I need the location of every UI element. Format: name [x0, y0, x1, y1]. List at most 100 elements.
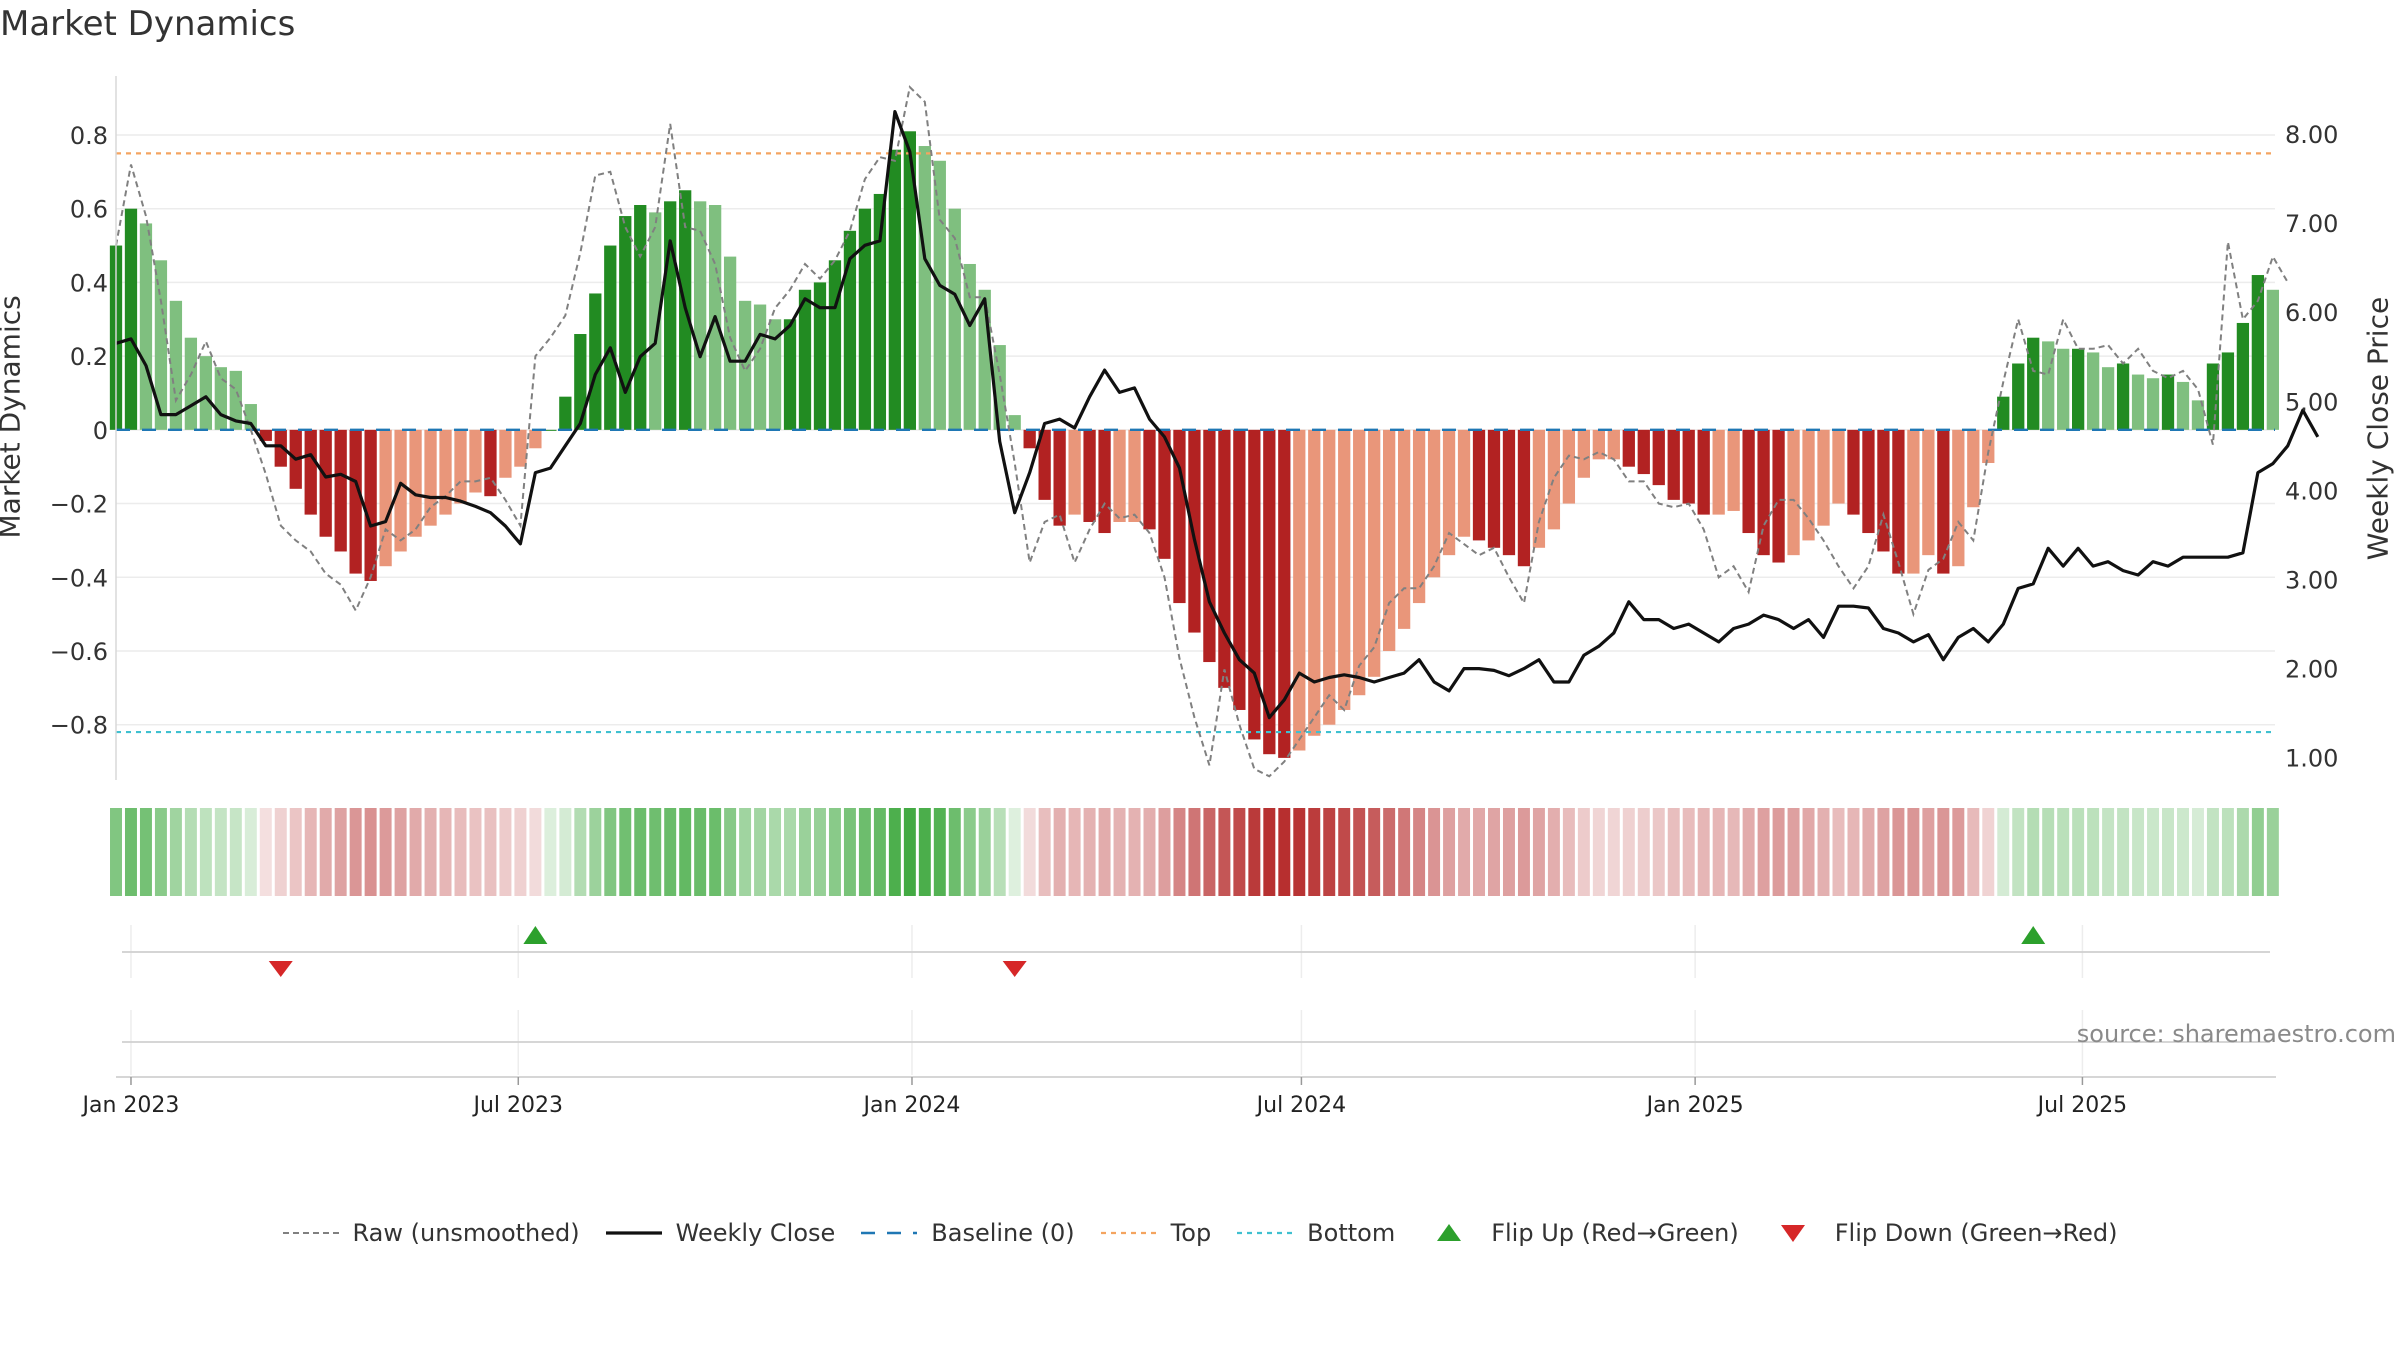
flip-down-marker	[268, 961, 293, 977]
trend-strip-cell	[1697, 808, 1710, 896]
dynamics-bar	[1547, 429, 1561, 530]
dynamics-bar	[1412, 429, 1426, 604]
trend-strip-cell	[963, 808, 976, 896]
dynamics-bar	[2042, 341, 2055, 430]
trend-strip-cell	[394, 808, 407, 896]
trend-strip-cell	[1443, 808, 1456, 896]
dynamics-bar	[169, 300, 183, 430]
trend-strip-cell	[2251, 808, 2264, 896]
trend-strip-cell	[1413, 808, 1426, 896]
dynamics-bar	[349, 429, 362, 574]
dynamics-bar	[694, 201, 707, 430]
dynamics-bar	[1397, 429, 1411, 629]
trend-strip	[110, 808, 2279, 896]
trend-strip-cell	[229, 808, 242, 896]
dynamics-bar	[1817, 429, 1830, 526]
trend-strip-cell	[1682, 808, 1695, 896]
y-tick-label: −0.6	[50, 638, 108, 666]
trend-strip-cell	[1622, 808, 1635, 896]
trend-strip-cell	[828, 808, 841, 896]
dynamics-bar	[1997, 396, 2010, 430]
y-axis-title: Market Dynamics	[0, 295, 27, 539]
dynamics-bar	[2101, 367, 2115, 430]
dynamics-bar	[963, 263, 976, 430]
dynamics-bar	[2057, 348, 2070, 430]
trend-strip-cell	[1937, 808, 1950, 896]
dynamics-bar	[499, 429, 512, 478]
trend-strip-cell	[604, 808, 617, 896]
trend-strip-cell	[154, 808, 167, 896]
dynamics-bar	[813, 282, 827, 430]
dynamics-bar	[199, 356, 213, 430]
dynamics-bar	[783, 319, 797, 430]
dynamics-bar	[619, 216, 632, 430]
legend-swatch-close	[605, 1223, 662, 1243]
dynamics-bar	[2072, 348, 2085, 430]
trend-strip-cell	[1967, 808, 1980, 896]
dynamics-bar	[2086, 352, 2100, 430]
legend-item-raw: Raw (unsmoothed)	[282, 1219, 580, 1247]
trend-strip-cell	[334, 808, 347, 896]
dynamics-bar	[1068, 429, 1081, 515]
trend-strip-cell	[274, 808, 287, 896]
trend-strip-cell	[1263, 808, 1276, 896]
trend-strip-cell	[529, 808, 542, 896]
trend-strip-cell	[813, 808, 826, 896]
trend-strip-cell	[1173, 808, 1186, 896]
legend-label: Raw (unsmoothed)	[352, 1219, 580, 1247]
y-tick-label: 0.4	[70, 269, 108, 297]
trend-strip-cell	[559, 808, 572, 896]
trend-strip-cell	[1862, 808, 1875, 896]
dynamics-bar	[2236, 322, 2250, 430]
trend-strip-cell	[379, 808, 392, 896]
dynamics-bar	[1278, 429, 1291, 758]
dynamics-bar	[544, 429, 557, 431]
trend-strip-cell	[424, 808, 437, 896]
dynamics-bar	[1487, 429, 1501, 548]
dynamics-bar	[1218, 429, 1231, 688]
y-tick-label: −0.4	[50, 564, 108, 592]
trend-strip-cell	[1877, 808, 1890, 896]
dynamics-bar	[124, 208, 138, 430]
x-tick-label: Jul 2024	[1255, 1093, 1347, 1118]
dynamics-bar	[1802, 429, 1815, 541]
trend-strip-cell	[2266, 808, 2279, 896]
dynamics-bar	[1098, 429, 1111, 534]
trend-strip-cell	[1428, 808, 1441, 896]
dynamics-bar	[1502, 429, 1516, 556]
dynamics-bar	[1637, 429, 1650, 475]
axes: 0.8 0.6 0.4 0.2 0 −0.2 −0.4 −0.6 −0.8 8.00 7.00 6.0…	[50, 76, 2338, 780]
trend-strip-cell	[1188, 808, 1201, 896]
dynamics-bar	[394, 429, 407, 552]
y2-axis-title: Weekly Close Price	[2361, 296, 2395, 561]
trend-strip-cell	[694, 808, 707, 896]
trend-strip-cell	[1562, 808, 1575, 896]
trend-strip-cell	[1098, 808, 1111, 896]
legend-swatch-bottom	[1237, 1223, 1294, 1243]
trend-strip-cell	[634, 808, 647, 896]
trend-strip-cell	[2012, 808, 2025, 896]
raw-line	[115, 85, 2289, 778]
trend-strip-cell	[679, 808, 692, 896]
trend-strip-cell	[349, 808, 362, 896]
trend-strip-cell	[1517, 808, 1530, 896]
trend-strip-cell	[769, 808, 782, 896]
trend-strip-cell	[544, 808, 557, 896]
x-tick-label: Jan 2024	[862, 1093, 961, 1118]
dynamics-bar	[918, 146, 931, 430]
dynamics-bar	[1368, 429, 1381, 677]
dynamics-bar	[634, 205, 647, 430]
trend-strip-cell	[1727, 808, 1740, 896]
dynamics-bar	[1832, 429, 1845, 504]
x-tick-label: Jul 2025	[2036, 1093, 2128, 1118]
dynamics-bar	[903, 131, 916, 430]
trend-strip-cell	[1907, 808, 1920, 896]
legend-label: Top	[1170, 1219, 1212, 1247]
empty-panel	[122, 1010, 2270, 1075]
trend-strip-cell	[2221, 808, 2234, 896]
reference-lines	[116, 152, 2275, 734]
source-credit: source: sharemaestro.com	[2076, 1020, 2396, 1048]
trend-strip-cell	[1128, 808, 1141, 896]
dynamics-bar	[1727, 429, 1740, 511]
trend-strip-cell	[124, 808, 137, 896]
